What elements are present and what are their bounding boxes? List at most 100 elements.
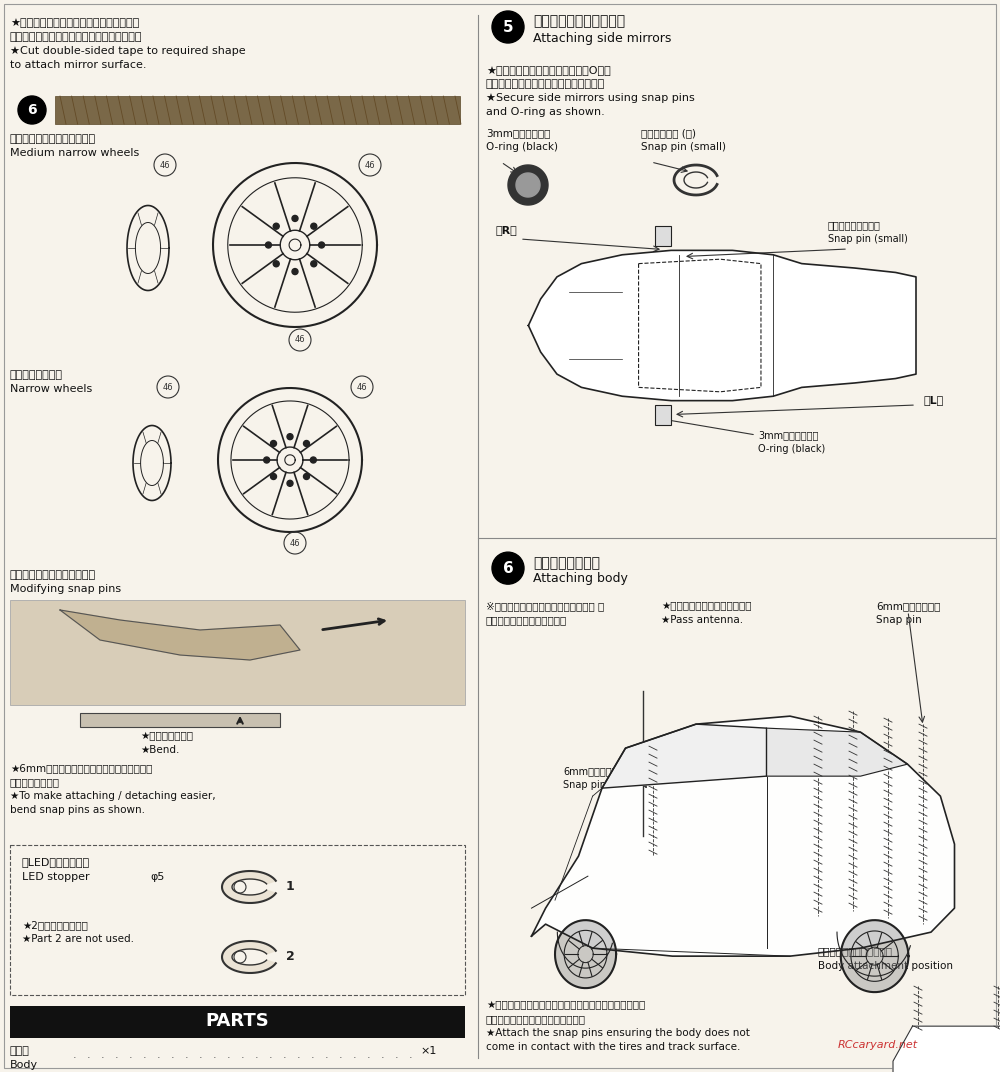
Text: .: . xyxy=(115,1049,119,1060)
Text: .: . xyxy=(325,1049,329,1060)
Bar xyxy=(80,713,280,727)
Circle shape xyxy=(492,11,524,43)
Text: Attaching body: Attaching body xyxy=(533,572,628,585)
Text: bend snap pins as shown.: bend snap pins as shown. xyxy=(10,805,145,815)
Text: O-ring (black): O-ring (black) xyxy=(758,444,825,455)
Text: .: . xyxy=(367,1049,371,1060)
Bar xyxy=(10,1006,465,1038)
Text: 46: 46 xyxy=(290,538,300,548)
Text: .: . xyxy=(143,1049,147,1060)
Text: .: . xyxy=(199,1049,203,1060)
Text: ×1: ×1 xyxy=(420,1046,436,1056)
Text: ★アンテナパイプを通します。: ★アンテナパイプを通します。 xyxy=(661,601,752,611)
Text: .: . xyxy=(353,1049,357,1060)
Text: Snap pin: Snap pin xyxy=(876,615,922,625)
Circle shape xyxy=(292,269,298,274)
Text: .: . xyxy=(381,1049,385,1060)
Text: 6: 6 xyxy=(27,103,37,117)
Circle shape xyxy=(265,242,271,248)
Polygon shape xyxy=(602,725,767,788)
Text: 46: 46 xyxy=(365,161,375,169)
Text: ★Secure side mirrors using snap pins: ★Secure side mirrors using snap pins xyxy=(486,93,695,103)
Text: RCcaryard.net: RCcaryard.net xyxy=(838,1040,918,1049)
Circle shape xyxy=(319,242,325,248)
Bar xyxy=(10,600,465,705)
Text: 1: 1 xyxy=(286,880,295,893)
Text: グをはめ、スナップピンで固定します。: グをはめ、スナップピンで固定します。 xyxy=(486,79,605,89)
Text: .: . xyxy=(87,1049,91,1060)
Polygon shape xyxy=(60,610,300,660)
Text: 46: 46 xyxy=(163,383,173,391)
Circle shape xyxy=(264,457,270,463)
Text: .: . xyxy=(269,1049,273,1060)
Text: しない高さに取り付けてください。: しない高さに取り付けてください。 xyxy=(486,1014,586,1024)
Circle shape xyxy=(287,480,293,487)
Text: ★Part 2 are not used.: ★Part 2 are not used. xyxy=(22,934,134,944)
Text: .: . xyxy=(227,1049,231,1060)
Text: 《スナップピンの折り曲げ》: 《スナップピンの折り曲げ》 xyxy=(10,570,96,580)
Circle shape xyxy=(271,441,277,447)
Text: ★折り曲げます。: ★折り曲げます。 xyxy=(140,731,193,741)
Text: ★Bend.: ★Bend. xyxy=(140,745,179,755)
Text: .: . xyxy=(185,1049,189,1060)
Text: ボディの取り付け: ボディの取り付け xyxy=(533,556,600,570)
Circle shape xyxy=(311,260,317,267)
Text: 付けます。形に合わせ切り取って貼ります。: 付けます。形に合わせ切り取って貼ります。 xyxy=(10,32,143,42)
Text: O-ring (black): O-ring (black) xyxy=(486,142,558,152)
Text: .: . xyxy=(395,1049,399,1060)
Bar xyxy=(655,405,671,426)
Text: Narrow wheels: Narrow wheels xyxy=(10,384,92,394)
Text: .: . xyxy=(157,1049,161,1060)
Text: 《ナローホイル》: 《ナローホイル》 xyxy=(10,370,63,379)
Text: ★ミラー面の取り付けは両面テープで取り: ★ミラー面の取り付けは両面テープで取り xyxy=(10,18,139,28)
Circle shape xyxy=(292,215,298,222)
Text: Attaching side mirrors: Attaching side mirrors xyxy=(533,32,671,45)
Polygon shape xyxy=(555,920,616,988)
Text: Body: Body xyxy=(10,1060,38,1070)
Text: Medium narrow wheels: Medium narrow wheels xyxy=(10,148,139,158)
Text: ボディ: ボディ xyxy=(10,1046,30,1056)
Text: 《ボディの取り付け位置》: 《ボディの取り付け位置》 xyxy=(818,947,893,956)
Polygon shape xyxy=(222,872,276,903)
Text: 5: 5 xyxy=(503,19,513,34)
Text: 46: 46 xyxy=(357,383,367,391)
Text: 6mmスナップピン: 6mmスナップピン xyxy=(563,766,623,776)
Circle shape xyxy=(310,457,316,463)
Text: ★スナップピンの位置は、ボディがタイヤや路面に接触: ★スナップピンの位置は、ボディがタイヤや路面に接触 xyxy=(486,1000,645,1010)
Text: 3mmリング（黒）: 3mmリング（黒） xyxy=(758,430,818,440)
Text: .: . xyxy=(339,1049,343,1060)
Circle shape xyxy=(287,434,293,440)
Circle shape xyxy=(273,260,279,267)
Polygon shape xyxy=(508,165,548,205)
Text: スナップピン (小): スナップピン (小) xyxy=(641,128,696,138)
Text: .: . xyxy=(73,1049,77,1060)
Circle shape xyxy=(303,441,309,447)
Text: 扱いに便利です。: 扱いに便利です。 xyxy=(10,777,60,787)
Text: come in contact with the tires and track surface.: come in contact with the tires and track… xyxy=(486,1042,740,1052)
Polygon shape xyxy=(532,716,954,956)
Text: ★サイドミラーはボディ内側からOリン: ★サイドミラーはボディ内側からOリン xyxy=(486,65,611,75)
Text: 46: 46 xyxy=(295,336,305,344)
Text: スナップピン（小）: スナップピン（小） xyxy=(828,220,881,230)
Text: ★To make attaching / detaching easier,: ★To make attaching / detaching easier, xyxy=(10,791,216,801)
Text: 《ミディアムナローホイル》: 《ミディアムナローホイル》 xyxy=(10,134,96,144)
Text: Body attachment position: Body attachment position xyxy=(818,962,953,971)
Text: LED stopper: LED stopper xyxy=(22,872,90,882)
Text: Snap pin: Snap pin xyxy=(563,780,606,790)
Polygon shape xyxy=(767,728,908,776)
Text: ★6mmスナップピンは折り曲げておくと取り: ★6mmスナップピンは折り曲げておくと取り xyxy=(10,763,152,773)
Circle shape xyxy=(271,474,277,479)
Text: .: . xyxy=(213,1049,217,1060)
Text: .: . xyxy=(171,1049,175,1060)
Polygon shape xyxy=(516,173,540,197)
Circle shape xyxy=(18,96,46,124)
Text: サイドミラーの取り付け: サイドミラーの取り付け xyxy=(533,14,625,28)
Text: .: . xyxy=(101,1049,105,1060)
Circle shape xyxy=(311,223,317,229)
Text: .: . xyxy=(409,1049,413,1060)
Text: Snap pin (small): Snap pin (small) xyxy=(828,234,908,244)
Text: ★Pass antenna.: ★Pass antenna. xyxy=(661,615,743,625)
Text: 3mmリング（黒）: 3mmリング（黒） xyxy=(486,128,550,138)
Text: .: . xyxy=(255,1049,259,1060)
Circle shape xyxy=(492,552,524,584)
